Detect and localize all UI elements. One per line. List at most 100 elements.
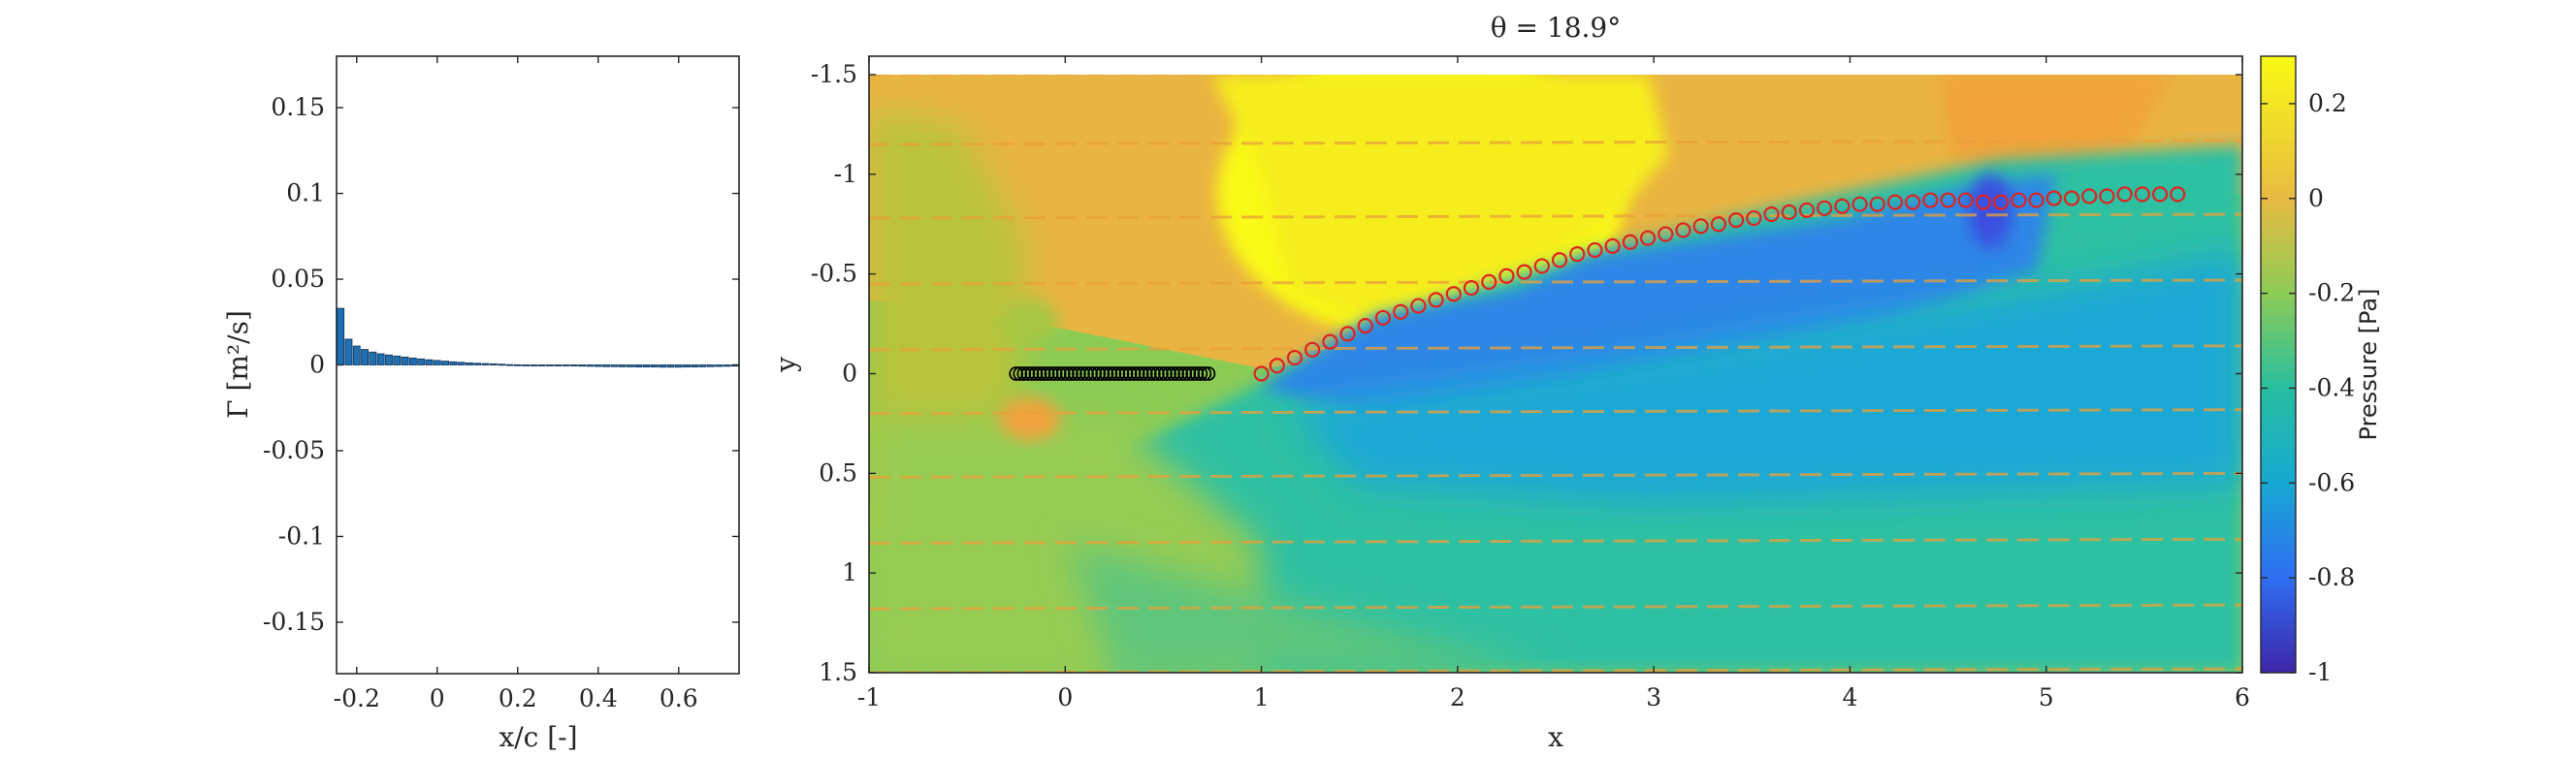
bar	[441, 361, 449, 365]
bar	[425, 359, 434, 365]
wake-marker	[1516, 264, 1532, 280]
bar	[569, 364, 578, 366]
bar	[602, 364, 610, 367]
wake-marker	[1886, 194, 1904, 210]
bar	[723, 364, 731, 367]
y-tick-label: -0.15	[263, 608, 325, 636]
bar-series	[337, 307, 739, 368]
bar	[449, 361, 458, 365]
plate-marker	[1193, 366, 1208, 381]
y-tick-label: -0.1	[278, 521, 325, 550]
wake-marker	[1798, 202, 1816, 218]
wake-marker	[1834, 198, 1851, 214]
bar	[683, 364, 691, 368]
wake-marker	[1533, 258, 1550, 274]
wake-marker	[1922, 192, 1939, 208]
x-tick-label: 2	[1450, 683, 1465, 711]
plate-vortex-markers	[1009, 366, 1216, 381]
bar	[408, 358, 417, 365]
bar	[578, 364, 587, 367]
wake-marker	[2063, 190, 2080, 206]
field-x-axis-label: x	[1548, 721, 1563, 753]
bar	[481, 363, 490, 365]
wake-marker	[1551, 252, 1568, 268]
velocity-streak	[869, 344, 2242, 352]
wake-marker	[1587, 241, 1603, 259]
wake-marker	[1905, 194, 1921, 210]
bar	[513, 363, 522, 366]
velocity-streak	[869, 278, 2242, 286]
wake-marker	[1639, 230, 1657, 246]
bar	[505, 363, 514, 366]
wake-marker	[2011, 192, 2027, 208]
x-tick-label: 0.2	[499, 684, 537, 712]
pressure-field-plot: -1 0 1 2 3 4 5 6-1.5-1-0.500.511.5 θ = 18.9° x …	[770, 12, 2250, 753]
x-tick-label: 0	[430, 684, 445, 712]
y-tick-label: -0.5	[811, 260, 857, 288]
y-tick-label: -1	[834, 160, 857, 188]
bar	[530, 364, 538, 366]
wake-marker	[1728, 212, 1745, 229]
wake-marker	[1957, 192, 1974, 208]
y-tick-label: 1.5	[819, 658, 857, 686]
bar	[698, 364, 707, 367]
y-tick-label: -1.5	[811, 60, 857, 88]
wake-marker	[1763, 205, 1780, 223]
wake-marker	[1675, 222, 1691, 238]
bar	[393, 355, 402, 365]
bar	[546, 364, 554, 366]
bar	[594, 364, 602, 367]
colorbar-tick-label: 0	[2308, 184, 2324, 212]
x-tick-label: 6	[2235, 683, 2250, 711]
wake-marker	[1463, 279, 1480, 297]
pressure-colorbar: -1 -0.8 -0.6 -0.4 -0.2 0 0.2 Pressure [Pa]	[2260, 55, 2382, 686]
wake-marker	[1304, 341, 1321, 358]
colorbar-ticks: -1 -0.8 -0.6 -0.4 -0.2 0 0.2	[2261, 89, 2355, 686]
wake-marker	[1993, 194, 2010, 210]
wake-marker	[2134, 186, 2150, 203]
colorbar-label: Pressure [Pa]	[2355, 289, 2382, 441]
bar	[352, 345, 361, 365]
wake-marker	[1781, 204, 1797, 221]
y-tick-label: 0	[309, 351, 325, 379]
bar	[554, 364, 563, 366]
bar	[457, 362, 466, 365]
x-tick-label: 0.4	[579, 684, 618, 712]
bar	[707, 364, 715, 367]
x-tick-label: -1	[857, 683, 881, 711]
bar	[674, 364, 683, 368]
bar	[498, 363, 506, 366]
wake-marker	[1322, 333, 1338, 350]
bar	[642, 364, 651, 368]
wake-marker	[1710, 216, 1726, 233]
wake-marker	[1622, 234, 1638, 250]
bar-y-axis-label: Γ [m²/s]	[222, 310, 254, 419]
bar	[715, 364, 724, 367]
wake-marker	[1374, 309, 1392, 327]
plate-marker	[1197, 366, 1212, 381]
plate-marker	[1201, 366, 1216, 381]
bar	[562, 364, 570, 366]
wake-marker	[2081, 188, 2098, 205]
bar	[401, 356, 409, 365]
velocity-streak	[869, 408, 2242, 416]
field-axes-box	[868, 55, 2243, 674]
wake-marker	[2028, 192, 2045, 208]
velocity-streak	[869, 537, 2242, 545]
x-tick-label: -0.2	[334, 684, 380, 712]
bar	[361, 349, 369, 365]
pressure-contour-field	[869, 75, 2242, 673]
colorbar-tick-label: -0.4	[2308, 373, 2355, 401]
circulation-bar-chart: -0.2 0 0.2 0.4 0.6 -0.15 -0.1 -0.05 0 0.05 0.1 0.15…	[222, 55, 740, 753]
colorbar-gradient	[2260, 55, 2297, 674]
bar	[466, 362, 473, 365]
bar	[489, 363, 498, 365]
bar	[537, 364, 546, 366]
wake-vortex-markers	[1253, 186, 2186, 382]
x-tick-label: 4	[1842, 683, 1857, 711]
wake-marker	[1869, 196, 1885, 212]
velocity-streak	[869, 75, 1385, 77]
wake-marker	[2045, 190, 2062, 206]
velocity-streak	[869, 139, 2242, 146]
y-tick-label: 0	[842, 360, 857, 388]
